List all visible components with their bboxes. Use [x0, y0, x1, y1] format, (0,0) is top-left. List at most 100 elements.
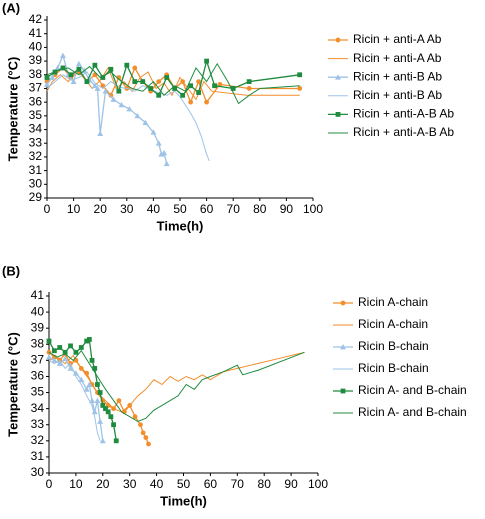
marker [60, 65, 66, 71]
marker [62, 355, 69, 362]
x-tick-label: 100 [303, 202, 323, 216]
marker [94, 397, 101, 403]
marker [95, 382, 100, 387]
marker [148, 86, 154, 91]
y-tick-label: 41 [29, 26, 43, 40]
marker [49, 74, 56, 80]
marker [103, 406, 108, 412]
legend-label: Ricin B-chain [358, 361, 429, 375]
marker [116, 398, 122, 403]
marker [163, 160, 170, 167]
y-tick-label: 34 [29, 122, 43, 136]
marker [75, 60, 82, 67]
y-tick-label: 42 [29, 12, 43, 26]
y-tick-label: 38 [31, 336, 45, 350]
y-tick-label: 34 [31, 401, 45, 415]
marker [89, 397, 96, 403]
marker [100, 75, 106, 80]
marker [54, 64, 61, 71]
panel-label: (A) [2, 0, 20, 15]
marker [164, 75, 170, 80]
marker [140, 430, 146, 436]
marker [57, 345, 63, 350]
marker [132, 414, 138, 420]
marker [230, 86, 236, 91]
marker [44, 81, 50, 87]
marker [297, 72, 303, 78]
y-tick-label: 37 [29, 81, 43, 95]
legend-label: Ricin + anti-A-B Ab [353, 125, 454, 139]
y-tick-label: 29 [29, 190, 43, 204]
legend-label: Ricin + anti-A Ab [353, 32, 442, 46]
y-tick-label: 30 [29, 176, 43, 190]
y-tick-label: 36 [29, 94, 43, 108]
marker [56, 360, 63, 366]
y-tick-label: 39 [31, 320, 45, 334]
marker [89, 357, 95, 363]
x-tick-label: 50 [173, 202, 187, 216]
marker [140, 79, 146, 85]
x-tick-label: 80 [258, 477, 272, 491]
marker [108, 414, 114, 420]
marker [102, 88, 109, 94]
legend-label: Ricin B-chain [358, 339, 429, 353]
x-tick-label: 60 [204, 477, 218, 491]
marker [51, 348, 57, 354]
y-tick-label: 41 [31, 288, 45, 302]
marker [172, 86, 178, 91]
x-tick-label: 10 [69, 477, 83, 491]
x-tick-label: 10 [67, 202, 81, 216]
marker [78, 345, 84, 350]
series-line [46, 53, 168, 164]
panel-label: (B) [2, 263, 20, 278]
legend-label: Ricin A- and B-chain [358, 405, 467, 419]
marker [46, 354, 52, 360]
marker [97, 390, 103, 395]
marker [86, 381, 93, 387]
legend-marker [340, 344, 346, 350]
y-axis-label: Temperature (°C) [5, 332, 20, 437]
marker [86, 337, 92, 342]
marker [180, 92, 186, 98]
marker [73, 349, 79, 355]
marker [196, 90, 202, 95]
marker [150, 129, 157, 135]
x-axis-label: Time(h) [157, 218, 204, 233]
marker [59, 52, 66, 58]
y-tick-label: 36 [31, 369, 45, 383]
y-tick-label: 32 [31, 433, 45, 447]
marker [124, 62, 130, 68]
marker [108, 66, 114, 72]
y-axis-label: Temperature (°C) [5, 57, 20, 162]
legend-label: Ricin + anti-A-B Ab [353, 107, 454, 121]
marker [94, 85, 101, 91]
x-tick-label: 100 [308, 477, 328, 491]
marker [188, 83, 194, 89]
x-tick-label: 80 [253, 202, 267, 216]
marker [158, 151, 165, 157]
y-tick-label: 38 [29, 67, 43, 81]
legend-marker [335, 37, 341, 43]
marker [97, 130, 104, 137]
marker [72, 370, 79, 376]
marker [62, 349, 68, 355]
y-tick-label: 40 [31, 304, 45, 318]
legend-label: Ricin A-chain [358, 317, 428, 331]
marker [116, 88, 122, 94]
marker [134, 112, 141, 119]
marker [161, 149, 168, 156]
marker [188, 99, 194, 105]
marker [108, 92, 114, 98]
y-tick-label: 40 [29, 40, 43, 54]
marker [246, 86, 252, 91]
x-tick-label: 50 [177, 477, 191, 491]
marker [142, 119, 149, 126]
legend-marker [335, 112, 341, 117]
x-tick-label: 90 [280, 202, 294, 216]
marker [118, 101, 125, 108]
marker [84, 338, 90, 344]
marker [297, 86, 303, 91]
y-tick-label: 31 [29, 163, 43, 177]
marker [105, 409, 111, 415]
marker [92, 366, 98, 371]
